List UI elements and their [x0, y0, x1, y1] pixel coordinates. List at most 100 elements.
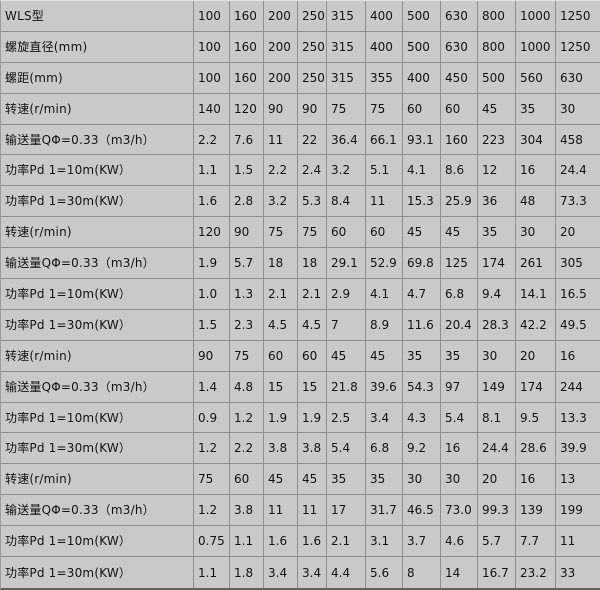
value-cell: 315: [327, 62, 366, 94]
value-cell: 3.4: [366, 402, 403, 434]
table-row: 功率Pd 1=30m(KW） 1.6 2.8 3.2 5.3 8.4 11 15.3 25.9 3…: [1, 186, 600, 218]
value-cell: 1.2: [230, 402, 264, 434]
value-cell: 9.5: [516, 402, 556, 434]
value-cell: 90: [298, 93, 327, 125]
value-cell: 200: [264, 1, 298, 32]
value-cell: 14.1: [516, 279, 556, 310]
value-cell: 45: [298, 464, 327, 496]
value-cell: 35: [478, 217, 516, 249]
value-cell: 2.1: [264, 279, 298, 310]
value-cell: 42.2: [516, 309, 556, 341]
value-cell: 1.3: [230, 279, 264, 310]
value-cell: 17: [327, 495, 366, 527]
value-cell: 29.1: [327, 248, 366, 280]
value-cell: 800: [478, 1, 516, 32]
value-cell: 1.5: [194, 309, 230, 341]
value-cell: 49.5: [556, 310, 600, 341]
value-cell: 75: [264, 217, 298, 249]
value-cell: 97: [441, 371, 478, 403]
value-cell: 1.6: [194, 186, 230, 218]
value-cell: 223: [478, 124, 516, 156]
value-cell: 90: [230, 217, 264, 249]
value-cell: 2.1: [327, 526, 366, 558]
value-cell: 3.4: [298, 557, 327, 588]
value-cell: 28.3: [478, 309, 516, 341]
value-cell: 69.8: [403, 248, 441, 280]
value-cell: 60: [441, 93, 478, 125]
value-cell: 8.4: [327, 186, 366, 218]
value-cell: 500: [403, 31, 441, 63]
row-label: 转速(r/min): [1, 464, 194, 496]
value-cell: 35: [327, 464, 366, 496]
value-cell: 199: [556, 495, 600, 527]
value-cell: 24.4: [556, 155, 600, 187]
value-cell: 0.9: [194, 402, 230, 434]
value-cell: 5.3: [298, 186, 327, 218]
value-cell: 1.6: [264, 526, 298, 558]
value-cell: 0.75: [194, 526, 230, 558]
value-cell: 7: [327, 309, 366, 341]
value-cell: 7.7: [516, 526, 556, 558]
value-cell: 60: [230, 464, 264, 496]
value-cell: 250: [298, 62, 327, 94]
value-cell: 36.4: [327, 124, 366, 156]
table-row: 转速(r/min) 140 120 90 90 75 75 60 60 45 35 30: [1, 93, 600, 125]
value-cell: 1000: [516, 1, 556, 32]
value-cell: 4.3: [403, 402, 441, 434]
value-cell: 13: [556, 464, 600, 496]
row-label: 输送量QΦ=0.33（m3/h）: [1, 248, 194, 280]
row-label: 功率Pd 1=30m(KW）: [1, 309, 194, 341]
value-cell: 11: [298, 495, 327, 527]
value-cell: 35: [403, 340, 441, 372]
value-cell: 4.7: [403, 279, 441, 310]
value-cell: 1.5: [230, 155, 264, 187]
value-cell: 90: [194, 340, 230, 372]
value-cell: 2.8: [230, 186, 264, 218]
value-cell: 261: [516, 248, 556, 280]
value-cell: 1.1: [194, 557, 230, 588]
row-label: 功率Pd 1=30m(KW）: [1, 433, 194, 465]
value-cell: 400: [403, 62, 441, 94]
row-label: 转速(r/min): [1, 93, 194, 125]
value-cell: 31.7: [366, 495, 403, 527]
value-cell: 14: [441, 557, 478, 588]
value-cell: 160: [230, 31, 264, 63]
table-row: 功率Pd 1=10m(KW） 1.1 1.5 2.2 2.4 3.2 5.1 4.1 8.6 12…: [1, 155, 600, 187]
value-cell: 39.6: [366, 371, 403, 403]
value-cell: 4.5: [264, 309, 298, 341]
table-row: WLS型 100 160 200 250 315 400 500 630 800 1000 1250: [1, 1, 600, 32]
row-label: 输送量QΦ=0.33（m3/h）: [1, 124, 194, 156]
value-cell: 60: [327, 217, 366, 249]
value-cell: 1.1: [194, 155, 230, 187]
value-cell: 16: [516, 464, 556, 496]
value-cell: 39.9: [556, 433, 600, 465]
value-cell: 1.0: [194, 279, 230, 310]
row-label: 功率Pd 1=10m(KW）: [1, 279, 194, 310]
value-cell: 60: [403, 93, 441, 125]
value-cell: 45: [366, 340, 403, 372]
value-cell: 3.4: [264, 557, 298, 588]
value-cell: 75: [327, 93, 366, 125]
value-cell: 54.3: [403, 371, 441, 403]
value-cell: 200: [264, 31, 298, 63]
value-cell: 1.8: [230, 557, 264, 588]
value-cell: 11.6: [403, 309, 441, 341]
row-label: 功率Pd 1=30m(KW）: [1, 186, 194, 218]
value-cell: 305: [556, 248, 600, 280]
value-cell: 2.2: [230, 433, 264, 465]
value-cell: 1000: [516, 31, 556, 63]
value-cell: 139: [516, 495, 556, 527]
value-cell: 15: [264, 371, 298, 403]
value-cell: 20: [478, 464, 516, 496]
value-cell: 100: [194, 62, 230, 94]
row-label: 转速(r/min): [1, 217, 194, 249]
value-cell: 1.9: [298, 402, 327, 434]
value-cell: 560: [516, 62, 556, 94]
table-row: 螺旋直径(mm) 100 160 200 250 315 400 500 630 800 1000 1…: [1, 31, 600, 63]
value-cell: 20.4: [441, 309, 478, 341]
value-cell: 149: [478, 371, 516, 403]
table-row: 功率Pd 1=30m(KW） 1.1 1.8 3.4 3.4 4.4 5.6 8 14 16.7 2…: [1, 557, 600, 588]
value-cell: 450: [441, 62, 478, 94]
value-cell: 21.8: [327, 371, 366, 403]
value-cell: 60: [298, 340, 327, 372]
